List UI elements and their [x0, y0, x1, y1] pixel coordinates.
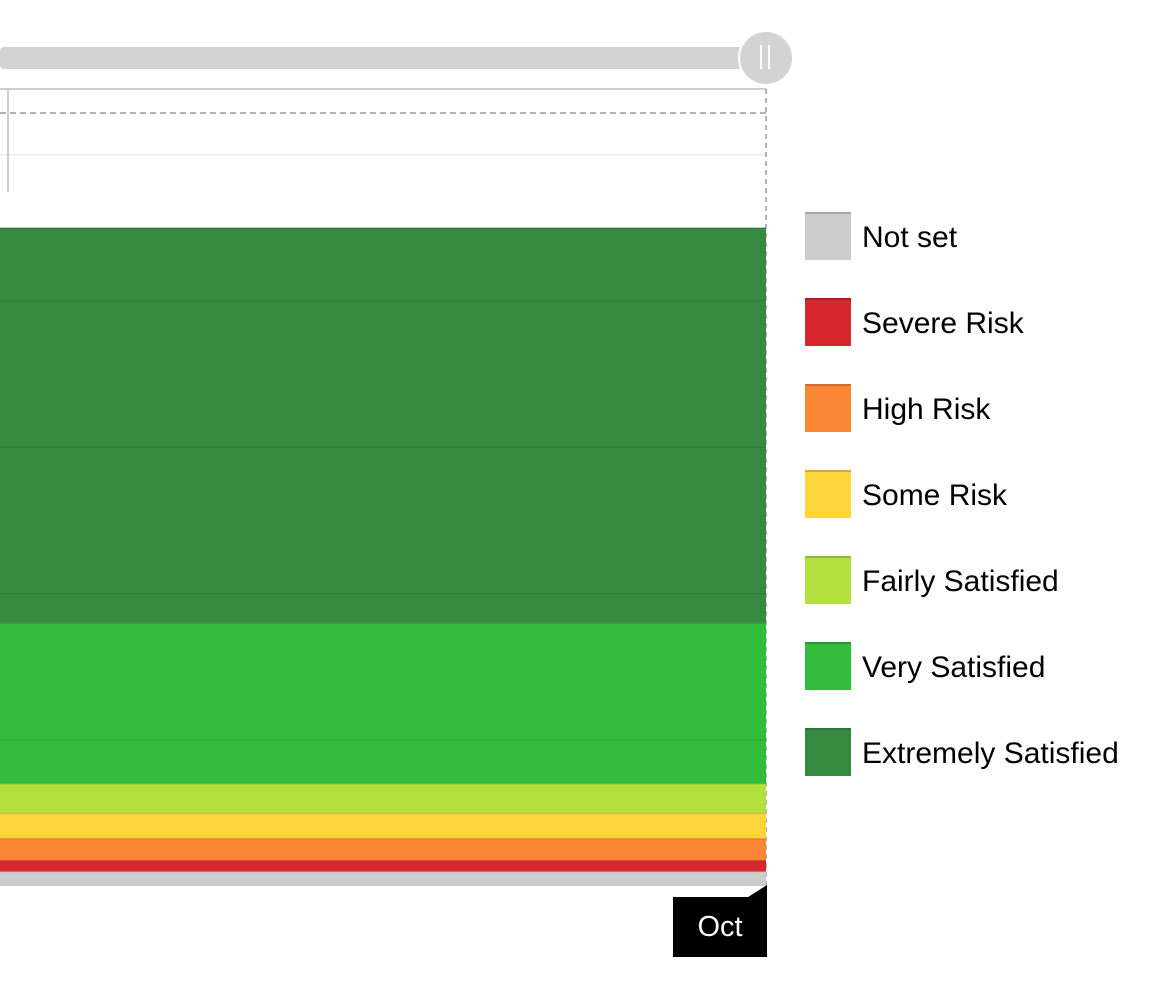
legend-label: Severe Risk [862, 307, 1024, 340]
legend-swatch [805, 384, 851, 432]
gridlines [0, 154, 766, 741]
area-very-satisfied[interactable] [0, 622, 766, 784]
legend-item-high-risk[interactable]: High Risk [805, 384, 1155, 470]
area-not-set[interactable] [0, 871, 766, 886]
legend-label: Not set [862, 221, 958, 254]
legend-swatch [805, 298, 851, 346]
legend-item-extremely-satisfied[interactable]: Extremely Satisfied [805, 728, 1155, 814]
legend-item-fairly-satisfied[interactable]: Fairly Satisfied [805, 556, 1155, 642]
legend-label: Extremely Satisfied [862, 737, 1119, 770]
legend-swatch [805, 556, 851, 604]
legend-label: Some Risk [862, 479, 1008, 512]
legend-label: Very Satisfied [862, 651, 1046, 684]
legend-item-very-satisfied[interactable]: Very Satisfied [805, 642, 1155, 728]
stacked-areas [0, 227, 766, 886]
legend-swatch [805, 728, 851, 776]
chart-legend: Not set Severe Risk High Risk Some Risk Fair… [805, 212, 1155, 814]
legend-item-not-set[interactable]: Not set [805, 212, 1155, 298]
range-slider-track[interactable] [0, 47, 766, 69]
area-severe-risk[interactable] [0, 860, 766, 872]
legend-label: High Risk [862, 393, 991, 426]
legend-swatch [805, 642, 851, 690]
area-some-risk[interactable] [0, 812, 766, 839]
legend-item-some-risk[interactable]: Some Risk [805, 470, 1155, 556]
area-high-risk[interactable] [0, 838, 766, 861]
area-extremely-satisfied[interactable] [0, 227, 766, 623]
area-fairly-satisfied[interactable] [0, 783, 766, 813]
legend-item-severe-risk[interactable]: Severe Risk [805, 298, 1155, 384]
x-axis-tooltip: Oct [673, 897, 767, 957]
legend-swatch [805, 470, 851, 518]
legend-swatch [805, 212, 851, 260]
range-slider-handle[interactable] [738, 30, 794, 86]
legend-label: Fairly Satisfied [862, 565, 1059, 598]
tooltip-pointer [745, 885, 767, 899]
